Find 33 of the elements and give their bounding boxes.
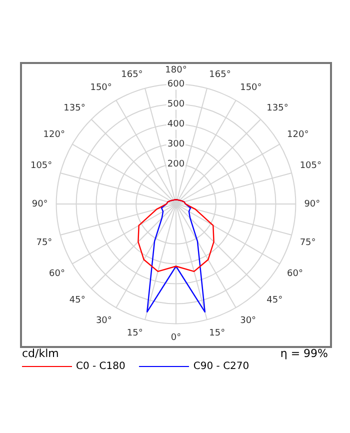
y-tick-label: 300 xyxy=(167,139,185,150)
legend-label: C90 - C270 xyxy=(193,361,250,372)
y-tick-label: 400 xyxy=(167,120,185,130)
spoke-label: 75° xyxy=(36,238,52,248)
spoke-label: 150° xyxy=(240,82,262,93)
spoke-label: 0° xyxy=(170,332,182,343)
spoke-label: 30° xyxy=(240,316,256,326)
spoke-label: 90° xyxy=(32,199,48,210)
spoke-label: 120° xyxy=(287,130,309,140)
spoke-label: 165° xyxy=(121,70,143,80)
spoke-label: 150° xyxy=(90,82,112,93)
spoke-label: 135° xyxy=(64,103,86,114)
spoke-label: 120° xyxy=(43,130,65,140)
spoke-label: 30° xyxy=(96,316,112,326)
spoke-label: 75° xyxy=(300,238,316,248)
spoke-label: 135° xyxy=(266,103,288,114)
spoke-label: 45° xyxy=(266,295,283,306)
text: cd/klm xyxy=(22,347,59,360)
spoke-label: 60° xyxy=(49,268,65,279)
spoke-label: 165° xyxy=(209,70,231,80)
spoke-label: 15° xyxy=(209,328,226,339)
y-tick-label: 600 xyxy=(167,80,185,90)
y-tick-label: 200 xyxy=(167,159,185,170)
spoke-label: 15° xyxy=(126,328,143,339)
spoke-label: 45° xyxy=(69,295,86,306)
text: η = 99% xyxy=(280,347,328,360)
spoke-label: 90° xyxy=(304,199,320,210)
spoke-label: 60° xyxy=(287,268,303,279)
legend-label: C0 - C180 xyxy=(76,361,126,372)
y-tick-label: 500 xyxy=(167,100,185,110)
spoke-label: 105° xyxy=(30,160,52,171)
spoke-label: 105° xyxy=(300,160,322,171)
spoke-label: 180° xyxy=(165,66,187,76)
